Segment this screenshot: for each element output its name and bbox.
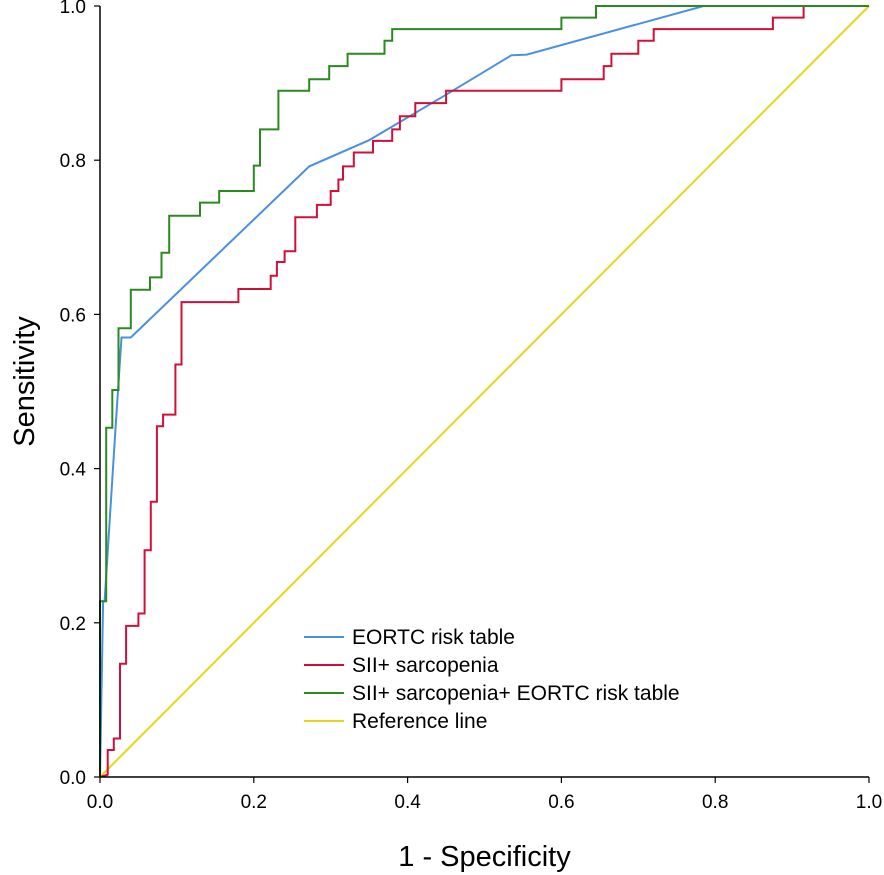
x-tick-label: 1.0 [856, 792, 882, 813]
legend-label: Reference line [352, 710, 487, 733]
legend-label: SII+ sarcopenia+ EORTC risk table [352, 682, 680, 705]
series-line-2 [99, 5, 869, 778]
y-tick-label: 1.0 [60, 0, 86, 18]
x-axis-title: 1 - Specificity [398, 841, 571, 873]
series-line-3 [99, 5, 869, 777]
legend: EORTC risk table SII+ sarcopenia SII+ sarc… [304, 626, 680, 733]
legend-label: EORTC risk table [352, 626, 515, 649]
y-tick-label: 0.0 [60, 768, 86, 789]
series-line-4 [99, 5, 870, 778]
x-tick-label: 0.2 [241, 792, 267, 813]
series-layer [99, 5, 870, 778]
tick-layer: 0.0 0.2 0.4 0.6 0.8 1.0 0.0 0.2 0.4 0.6 0.8 1.0 [60, 0, 883, 813]
y-tick-label: 0.2 [60, 614, 86, 635]
y-tick-label: 0.4 [60, 460, 87, 481]
x-tick-label: 0.8 [702, 792, 728, 813]
x-tick-label: 0.0 [87, 792, 113, 813]
y-tick-label: 0.6 [60, 305, 86, 326]
x-tick-label: 0.4 [394, 792, 421, 813]
x-tick-label: 0.6 [548, 792, 574, 813]
y-axis-title: Sensitivity [9, 316, 41, 447]
y-tick-label: 0.8 [60, 151, 86, 172]
legend-label: SII+ sarcopenia [352, 654, 499, 677]
